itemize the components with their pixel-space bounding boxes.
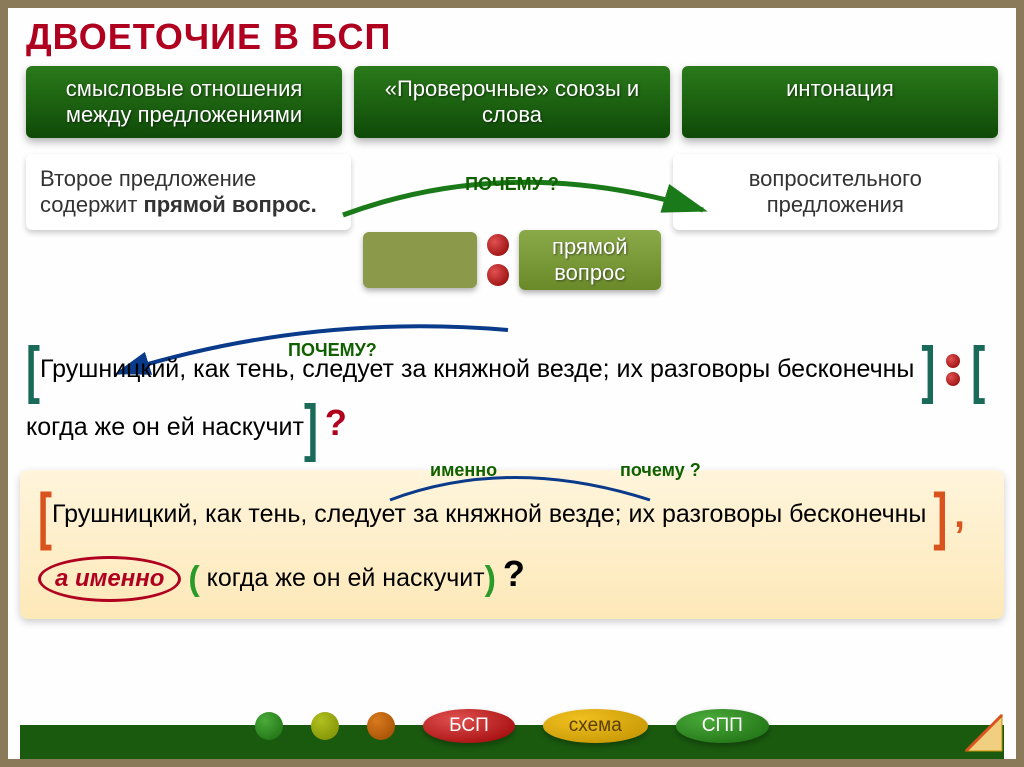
main-frame: ДВОЕТОЧИЕ В БСП смысловые отношения межд… bbox=[0, 0, 1024, 767]
header-box-3: интонация bbox=[682, 66, 998, 138]
question-box: прямой вопрос bbox=[519, 230, 661, 290]
footer-dot-3-icon bbox=[367, 712, 395, 740]
annot-imenno: именно bbox=[430, 460, 497, 481]
colon-diagram: прямой вопрос bbox=[363, 230, 660, 290]
ex1-colon-icon bbox=[946, 354, 960, 386]
ex2-part1: Грушницкий, как тень, следует за княжной… bbox=[52, 501, 933, 529]
content-row: Второе предложение содержит прямой вопро… bbox=[8, 142, 1016, 312]
open-bracket-2-icon: [ bbox=[971, 328, 985, 413]
qbox-line1: прямой bbox=[527, 234, 653, 260]
ex1-part1: Грушницкий, как тень, следует за княжной… bbox=[40, 355, 921, 383]
example-2-panel: именно почему ? [Грушницкий, как тень, с… bbox=[20, 470, 1004, 619]
ex2-oval: а именно bbox=[38, 556, 181, 602]
ex2-open-paren-icon: ( bbox=[188, 560, 199, 598]
left-text-b: прямой вопрос. bbox=[144, 192, 317, 217]
colon-icon bbox=[487, 234, 509, 286]
close-bracket-2-icon: ] bbox=[304, 386, 318, 471]
example-2-text: [Грушницкий, как тень, следует за княжно… bbox=[38, 484, 986, 605]
left-explain-box: Второе предложение содержит прямой вопро… bbox=[26, 154, 351, 230]
pill-spp[interactable]: СПП bbox=[676, 709, 769, 743]
open-bracket-1-icon: [ bbox=[26, 328, 40, 413]
ex2-close-paren-icon: ) bbox=[485, 560, 496, 598]
ex2-open-bracket-icon: [ bbox=[38, 469, 52, 564]
footer-row: БСП схема СПП bbox=[8, 701, 1016, 751]
footer-dot-1-icon bbox=[255, 712, 283, 740]
header-row: смысловые отношения между предложениями … bbox=[8, 62, 1016, 142]
ex2-question-mark: ? bbox=[503, 553, 525, 594]
header-box-2: «Проверочные» союзы и слова bbox=[354, 66, 670, 138]
qbox-line2: вопрос bbox=[527, 260, 653, 286]
footer-dot-2-icon bbox=[311, 712, 339, 740]
ex1-part2: когда же он ей наскучит bbox=[26, 413, 304, 441]
example-1: [Грушницкий, как тень, следует за княжно… bbox=[26, 342, 998, 456]
pill-schema[interactable]: схема bbox=[543, 709, 648, 743]
ex2-close-bracket-icon: ] bbox=[933, 469, 947, 564]
annot-pochemu: почему ? bbox=[620, 460, 701, 481]
close-bracket-1-icon: ] bbox=[921, 328, 935, 413]
blank-box-left bbox=[363, 232, 477, 288]
page-curl-icon bbox=[964, 711, 1006, 753]
header-box-1: смысловые отношения между предложениями bbox=[26, 66, 342, 138]
page-title: ДВОЕТОЧИЕ В БСП bbox=[8, 8, 1016, 62]
ex2-comma-icon: , bbox=[954, 494, 965, 536]
ex2-part2: когда же он ей наскучит bbox=[200, 564, 485, 592]
right-explain-box: вопросительного предложения bbox=[673, 154, 998, 230]
middle-column: ПОЧЕМУ ? прямой вопрос bbox=[363, 154, 660, 304]
ex1-question-mark: ? bbox=[325, 402, 347, 443]
arrow-top-icon bbox=[333, 160, 723, 230]
pill-bsp[interactable]: БСП bbox=[423, 709, 515, 743]
why-label-1: ПОЧЕМУ ? bbox=[465, 174, 559, 195]
